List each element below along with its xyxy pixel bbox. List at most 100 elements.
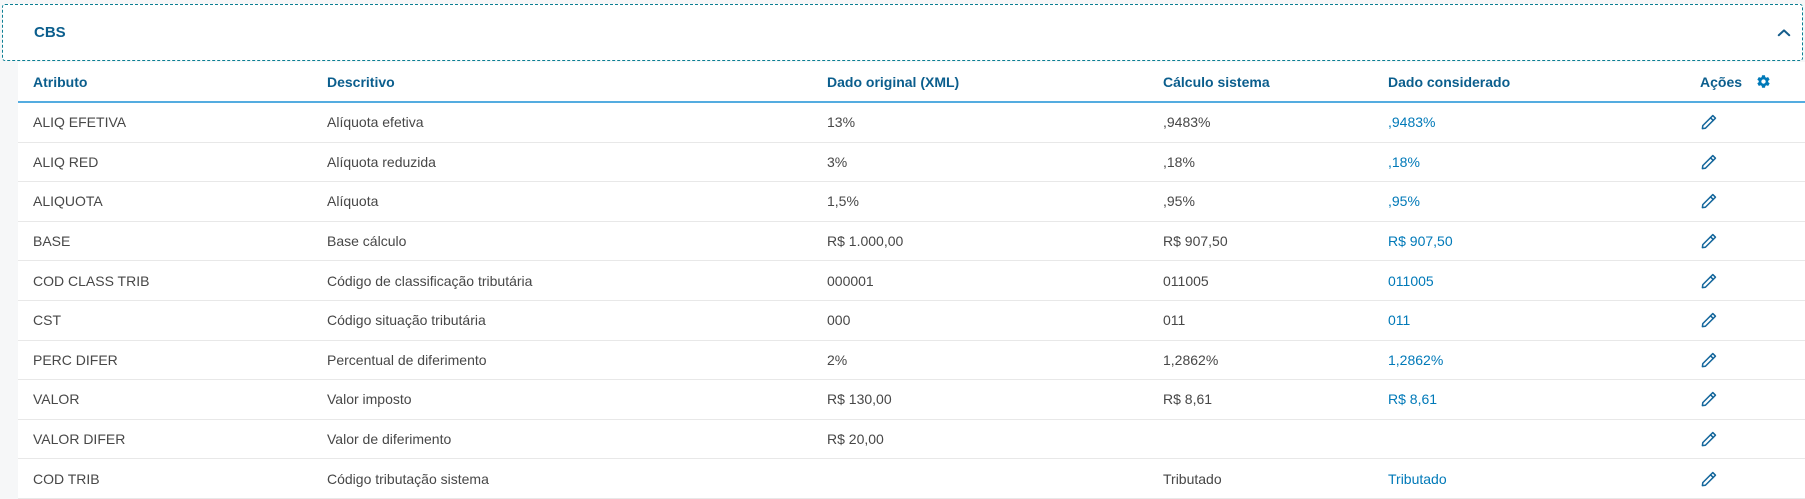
edit-pencil-icon xyxy=(1701,194,1717,209)
cell-calculo-sistema: ,18% xyxy=(1163,153,1195,170)
cell-dado-original: 000 xyxy=(827,312,851,329)
cell-dado-considerado[interactable]: Tributado xyxy=(1388,470,1447,487)
attributes-table: Atributo Descritivo Dado original (XML) … xyxy=(18,62,1805,499)
edit-button[interactable] xyxy=(1700,470,1718,488)
table-settings-button[interactable] xyxy=(1756,74,1771,89)
edit-pencil-icon xyxy=(1701,273,1717,289)
table-row-cod-class-trib: COD CLASS TRIB Código de classificação tr… xyxy=(18,261,1805,301)
cell-acoes xyxy=(1685,430,1805,448)
cell-dado-considerado[interactable]: ,95% xyxy=(1388,193,1420,210)
cell-dado-considerado[interactable]: ,9483% xyxy=(1388,114,1436,131)
cell-dado-original: R$ 1.000,00 xyxy=(827,233,904,250)
cell-descritivo: Valor de diferimento xyxy=(327,431,452,448)
cell-dado-considerado[interactable]: 1,2862% xyxy=(1388,351,1444,368)
column-header-dado-original[interactable]: Dado original (XML) xyxy=(827,73,960,90)
cell-acoes xyxy=(1685,232,1805,250)
cell-acoes xyxy=(1685,351,1805,369)
edit-button[interactable] xyxy=(1700,430,1718,448)
cell-dado-original: R$ 130,00 xyxy=(827,391,892,408)
cell-acoes xyxy=(1685,311,1805,329)
cell-descritivo: Alíquota xyxy=(327,193,379,210)
cell-dado-considerado[interactable]: R$ 907,50 xyxy=(1388,233,1453,250)
cell-descritivo: Código de classificação tributária xyxy=(327,272,533,289)
cell-descritivo: Alíquota efetiva xyxy=(327,114,424,131)
acoes-label: Ações xyxy=(1700,73,1743,90)
cell-atributo: ALIQUOTA xyxy=(33,193,103,210)
column-header-atributo[interactable]: Atributo xyxy=(33,73,88,90)
cell-calculo-sistema: 011005 xyxy=(1163,272,1209,289)
cell-dado-original: 000001 xyxy=(827,272,874,289)
cell-atributo: ALIQ RED xyxy=(33,153,99,170)
cell-atributo: COD TRIB xyxy=(33,470,100,487)
column-header-dado-considerado[interactable]: Dado considerado xyxy=(1388,73,1511,90)
cell-dado-original: R$ 20,00 xyxy=(827,431,884,448)
table-row-aliq-efetiva: ALIQ EFETIVA Alíquota efetiva 13% ,9483% ,94… xyxy=(18,103,1805,143)
column-header-descritivo[interactable]: Descritivo xyxy=(327,73,395,90)
table-row-aliquota: ALIQUOTA Alíquota 1,5% ,95% ,95% xyxy=(18,182,1805,222)
table-row-valor: VALOR Valor imposto R$ 130,00 R$ 8,61 R$ 8,6… xyxy=(18,380,1805,420)
cell-acoes xyxy=(1685,113,1805,131)
edit-pencil-icon xyxy=(1701,352,1717,368)
column-header-calculo-sistema[interactable]: Cálculo sistema xyxy=(1163,73,1270,90)
edit-pencil-icon xyxy=(1701,431,1717,447)
chevron-up-icon xyxy=(1777,28,1791,36)
cell-descritivo: Alíquota reduzida xyxy=(327,153,436,170)
collapse-button[interactable] xyxy=(1771,20,1797,46)
table-row-perc-difer: PERC DIFER Percentual de diferimento 2% 1,2… xyxy=(18,340,1805,381)
edit-pencil-icon xyxy=(1701,392,1717,407)
cell-atributo: ALIQ EFETIVA xyxy=(33,114,127,131)
cell-acoes xyxy=(1685,192,1805,210)
edit-pencil-icon xyxy=(1701,233,1717,249)
cell-calculo-sistema: Tributado xyxy=(1163,470,1222,487)
edit-button[interactable] xyxy=(1700,113,1718,131)
cell-calculo-sistema: 1,2862% xyxy=(1163,351,1219,368)
cell-dado-original: 3% xyxy=(827,153,848,170)
cell-atributo: CST xyxy=(33,312,61,329)
cell-descritivo: Base cálculo xyxy=(327,233,407,250)
cbs-panel-header[interactable]: CBS xyxy=(2,4,1803,61)
table-header-row: Atributo Descritivo Dado original (XML) … xyxy=(18,62,1805,103)
cell-dado-considerado[interactable]: 011005 xyxy=(1388,272,1434,289)
edit-pencil-icon xyxy=(1701,471,1717,486)
cell-calculo-sistema: ,9483% xyxy=(1163,114,1211,131)
cell-calculo-sistema: R$ 907,50 xyxy=(1163,233,1228,250)
table-row-cod-trib: COD TRIB Código tributação sistema Tributa… xyxy=(18,459,1805,499)
table-row-valor-difer: VALOR DIFER Valor de diferimento R$ 20,00 xyxy=(18,419,1805,460)
table-row-cst: CST Código situação tributária 000 011 011 xyxy=(18,300,1805,341)
cell-acoes xyxy=(1685,470,1805,488)
edit-button[interactable] xyxy=(1700,232,1718,250)
column-header-acoes: Ações xyxy=(1685,74,1805,90)
cell-acoes xyxy=(1685,390,1805,408)
cell-atributo: COD CLASS TRIB xyxy=(33,272,150,289)
cell-acoes xyxy=(1685,272,1805,290)
edit-button[interactable] xyxy=(1700,192,1718,210)
cell-descritivo: Valor imposto xyxy=(327,391,412,408)
cell-dado-original: 2% xyxy=(827,351,848,368)
cell-atributo: VALOR DIFER xyxy=(33,431,126,448)
cell-calculo-sistema: 011 xyxy=(1163,312,1186,329)
edit-button[interactable] xyxy=(1700,272,1718,290)
panel-title: CBS xyxy=(34,24,66,41)
edit-button[interactable] xyxy=(1700,153,1718,171)
table-body: ALIQ EFETIVA Alíquota efetiva 13% ,9483% ,94… xyxy=(18,103,1805,499)
cell-dado-considerado[interactable]: ,18% xyxy=(1388,153,1420,170)
cell-atributo: VALOR xyxy=(33,391,80,408)
table-row-aliq-red: ALIQ RED Alíquota reduzida 3% ,18% ,18% xyxy=(18,142,1805,183)
cell-descritivo: Percentual de diferimento xyxy=(327,351,487,368)
edit-button[interactable] xyxy=(1700,351,1718,369)
cell-dado-considerado[interactable]: R$ 8,61 xyxy=(1388,391,1438,408)
edit-button[interactable] xyxy=(1700,390,1718,408)
edit-pencil-icon xyxy=(1701,154,1717,170)
cell-atributo: BASE xyxy=(33,233,71,250)
edit-button[interactable] xyxy=(1700,311,1718,329)
cell-atributo: PERC DIFER xyxy=(33,351,118,368)
edit-pencil-icon xyxy=(1701,115,1717,130)
cell-dado-considerado[interactable]: 011 xyxy=(1388,312,1411,329)
cell-descritivo: Código situação tributária xyxy=(327,312,486,329)
edit-pencil-icon xyxy=(1701,313,1717,328)
cell-calculo-sistema: ,95% xyxy=(1163,193,1195,210)
cell-dado-original: 1,5% xyxy=(827,193,859,210)
table-row-base: BASE Base cálculo R$ 1.000,00 R$ 907,50 R$ 9… xyxy=(18,221,1805,262)
cell-descritivo: Código tributação sistema xyxy=(327,470,489,487)
